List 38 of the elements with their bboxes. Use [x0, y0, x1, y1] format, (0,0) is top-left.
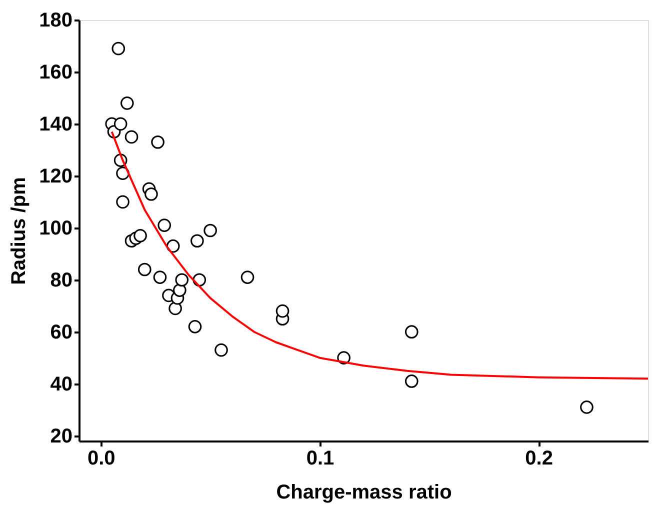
y-tick-label: 40 — [50, 373, 72, 396]
x-tick-label: 0.2 — [525, 448, 553, 470]
point — [116, 166, 130, 180]
point — [120, 96, 134, 110]
point — [134, 229, 147, 242]
point — [114, 117, 128, 131]
point — [204, 224, 217, 238]
y-tick-label: 120 — [39, 165, 72, 188]
point — [240, 270, 254, 284]
x-tick-label: 0.0 — [87, 448, 116, 470]
y-tick-label: 60 — [50, 321, 72, 344]
point — [276, 304, 290, 318]
point — [214, 343, 228, 357]
y-tick-label: 100 — [39, 217, 72, 240]
point — [116, 195, 130, 209]
y-tick-label: 20 — [50, 425, 72, 448]
point — [158, 218, 172, 232]
x-tick-label: 0.1 — [306, 448, 334, 470]
point — [190, 234, 204, 248]
point — [112, 42, 126, 56]
point — [173, 284, 186, 297]
x-axis-title: Charge-mass ratio — [276, 482, 452, 504]
y-tick-label: 160 — [39, 61, 72, 84]
point — [404, 325, 418, 339]
point — [151, 135, 164, 149]
point — [153, 270, 167, 284]
y-tick-label: 80 — [50, 269, 72, 292]
y-tick-label: 140 — [39, 113, 72, 136]
point — [404, 374, 418, 388]
point — [144, 187, 158, 201]
point — [124, 130, 138, 144]
point — [168, 302, 182, 316]
y-axis-title: Radius /pm — [8, 177, 30, 285]
point — [138, 262, 152, 276]
point — [188, 320, 202, 334]
point — [175, 273, 189, 287]
y-tick-label: 180 — [39, 10, 72, 32]
point — [580, 400, 594, 414]
